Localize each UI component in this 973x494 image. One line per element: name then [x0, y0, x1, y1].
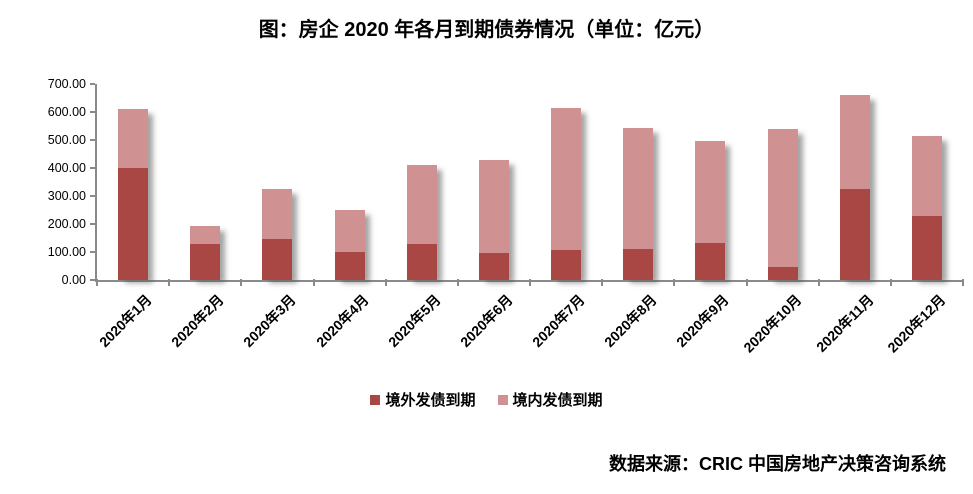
x-axis-category-label: 2020年6月	[457, 291, 516, 351]
bar-segment-overseas	[334, 252, 365, 280]
x-axis-category-label: 2020年9月	[673, 291, 733, 351]
bar-stack-month-1	[118, 108, 149, 280]
bar-segment-overseas	[839, 189, 870, 280]
bar-segment-domestic	[839, 95, 870, 189]
y-axis-tick	[90, 223, 95, 225]
legend-label: 境内发债到期	[512, 392, 603, 409]
bar-stack-month-6	[478, 159, 509, 280]
x-axis-category-label: 2020年3月	[240, 291, 300, 351]
bar-segment-overseas	[190, 244, 221, 280]
x-axis-tick	[745, 279, 748, 286]
x-axis-category-label: 2020年5月	[384, 291, 444, 351]
x-axis-tick	[673, 279, 676, 286]
y-axis-tick-label: 500.00	[47, 133, 86, 147]
bar-stack-month-3	[262, 188, 293, 280]
chart-title: 图：房企 2020 年各月到期债券情况（单位：亿元）	[258, 19, 715, 41]
y-axis-tick	[90, 279, 95, 281]
bar-stack-month-2	[190, 225, 221, 280]
x-axis-tick	[962, 279, 964, 286]
bar-segment-overseas	[406, 244, 437, 280]
y-axis-tick	[90, 195, 95, 197]
y-axis-tick-label: 100.00	[47, 245, 86, 259]
x-axis-category-label: 2020年12月	[884, 291, 949, 356]
bar-stack-month-7	[551, 108, 582, 280]
x-axis-tick	[312, 279, 315, 286]
plot-area	[90, 83, 964, 286]
x-axis-tick	[168, 279, 171, 286]
y-axis-tick	[90, 251, 95, 253]
x-axis-category-label: 2020年7月	[529, 291, 588, 351]
bar-segment-domestic	[478, 159, 509, 254]
bar-segment-overseas	[911, 216, 942, 280]
bar-segment-domestic	[695, 140, 726, 243]
x-axis-category-label: 2020年2月	[168, 291, 227, 351]
bar-segment-overseas	[767, 267, 798, 280]
bar-segment-overseas	[118, 168, 149, 280]
y-axis-tick-label: 200.00	[47, 217, 86, 231]
x-axis-tick	[529, 279, 531, 286]
x-axis-tick	[601, 279, 604, 286]
data-source: 数据来源：CRIC 中国房地产决策咨询系统	[609, 454, 946, 474]
legend-label: 境外发债到期	[385, 392, 476, 409]
bar-segment-domestic	[911, 135, 942, 217]
bar-stack-month-9	[695, 140, 726, 280]
bar-stack-month-10	[767, 129, 798, 280]
y-axis: 700.00 600.00 500.00 400.00 300.00 200.00 100.…	[0, 77, 86, 287]
bar-segment-overseas	[262, 239, 293, 280]
bar-segment-overseas	[695, 242, 726, 280]
x-axis: 2020年1月 2020年2月 2020年3月 2020年4月 2020年5月 2020年…	[95, 284, 963, 379]
bar-stack-month-11	[839, 95, 870, 280]
bar-segment-domestic	[262, 188, 293, 240]
bar-stack-month-5	[406, 165, 437, 280]
x-axis-tick	[384, 279, 387, 286]
bar-segment-domestic	[623, 127, 654, 249]
bar-segment-overseas	[478, 253, 509, 280]
x-axis-tick	[889, 279, 892, 286]
y-axis-tick-label: 400.00	[47, 161, 86, 175]
bar-stack-month-8	[623, 127, 654, 280]
x-axis-tick	[96, 279, 98, 286]
x-axis-tick	[817, 279, 820, 286]
x-axis-category-label: 2020年10月	[740, 291, 805, 356]
x-axis-category-label: 2020年11月	[812, 291, 877, 356]
bar-segment-domestic	[190, 225, 221, 245]
x-axis-category-label: 2020年4月	[312, 291, 372, 351]
bar-stack-month-4	[334, 209, 365, 280]
y-axis-tick-label: 0.00	[61, 273, 86, 287]
bar-segment-overseas	[551, 249, 582, 280]
bar-segment-domestic	[767, 129, 798, 268]
legend: 境外发债到期 境内发债到期	[0, 389, 973, 410]
y-axis-tick	[90, 167, 95, 169]
y-axis-tick-label: 700.00	[47, 77, 86, 91]
bar-segment-domestic	[334, 209, 365, 252]
legend-item-domestic: 境内发债到期	[497, 389, 603, 410]
y-axis-tick	[90, 83, 95, 85]
bar-segment-domestic	[551, 108, 582, 250]
legend-item-overseas: 境外发债到期	[370, 389, 476, 410]
legend-swatch-overseas	[370, 394, 381, 405]
x-axis-category-label: 2020年1月	[96, 291, 155, 351]
bar-segment-domestic	[118, 108, 149, 168]
legend-swatch-domestic	[497, 394, 508, 405]
bar-segment-domestic	[406, 165, 437, 245]
x-axis-category-label: 2020年8月	[601, 291, 660, 351]
y-axis-tick-label: 300.00	[47, 189, 86, 203]
bar-segment-overseas	[623, 248, 654, 280]
y-axis-tick-label: 600.00	[47, 105, 86, 119]
x-axis-tick	[240, 279, 243, 286]
x-axis-tick	[456, 279, 459, 286]
bar-stack-month-12	[911, 135, 942, 280]
y-axis-tick	[90, 139, 95, 141]
y-axis-tick	[90, 111, 95, 113]
